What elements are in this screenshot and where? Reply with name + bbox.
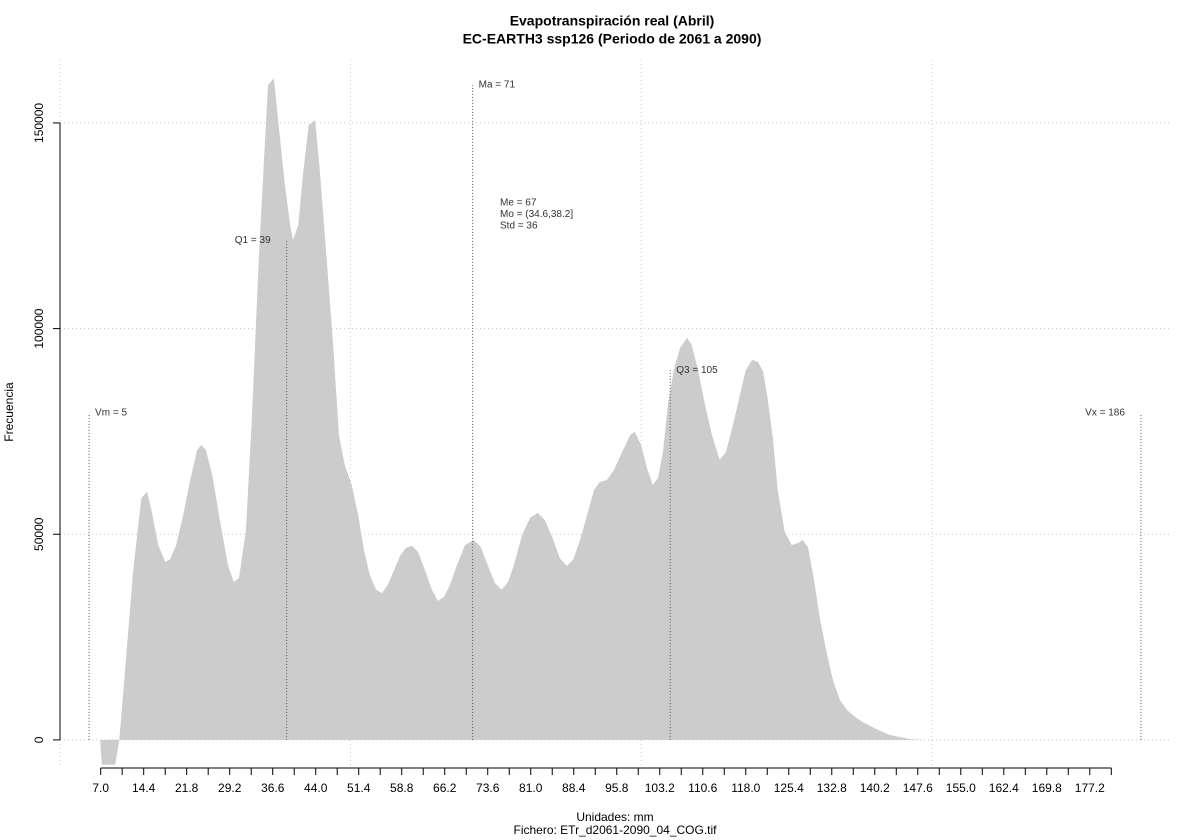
x-tick-label: 81.0 bbox=[519, 781, 543, 795]
x-tick-label: 95.8 bbox=[605, 781, 629, 795]
marker-label: Q3 = 105 bbox=[676, 365, 718, 376]
x-tick-label: 169.8 bbox=[1032, 781, 1062, 795]
x-axis-label: Unidades: mm bbox=[576, 810, 653, 824]
y-axis-label: Frecuencia bbox=[2, 382, 16, 442]
y-tick-label: 50000 bbox=[32, 517, 46, 551]
density-area bbox=[100, 78, 1129, 765]
x-tick-label: 88.4 bbox=[562, 781, 586, 795]
stat-label: Me = 67 bbox=[500, 198, 537, 209]
x-tick-label: 125.4 bbox=[774, 781, 804, 795]
x-tick-label: 73.6 bbox=[476, 781, 500, 795]
y-tick-label: 100000 bbox=[32, 308, 46, 348]
x-tick-label: 14.4 bbox=[132, 781, 156, 795]
x-tick-label: 132.8 bbox=[817, 781, 847, 795]
x-tick-label: 147.6 bbox=[903, 781, 933, 795]
caption: Fichero: ETr_d2061-2090_04_COG.tif bbox=[514, 823, 718, 837]
chart-title: Evapotranspiración real (Abril) bbox=[510, 13, 715, 29]
y-tick-label: 150000 bbox=[32, 103, 46, 143]
x-tick-label: 58.8 bbox=[390, 781, 414, 795]
chart-subtitle: EC-EARTH3 ssp126 (Periodo de 2061 a 2090… bbox=[463, 31, 762, 47]
marker-label: Vm = 5 bbox=[95, 408, 127, 419]
x-tick-label: 44.0 bbox=[304, 781, 328, 795]
x-tick-label: 66.2 bbox=[433, 781, 457, 795]
x-tick-label: 155.0 bbox=[946, 781, 976, 795]
stat-label: Mo = (34.6,38.2] bbox=[500, 209, 573, 220]
marker-label: Vx = 186 bbox=[1085, 408, 1125, 419]
x-tick-label: 51.4 bbox=[347, 781, 371, 795]
marker-label: Q1 = 39 bbox=[235, 235, 271, 246]
x-tick-label: 36.6 bbox=[261, 781, 285, 795]
x-tick-label: 7.0 bbox=[92, 781, 109, 795]
stat-label: Std = 36 bbox=[500, 221, 538, 232]
x-tick-label: 21.8 bbox=[175, 781, 199, 795]
y-tick-label: 0 bbox=[32, 736, 46, 743]
x-tick-label: 162.4 bbox=[989, 781, 1019, 795]
x-tick-label: 110.6 bbox=[688, 781, 717, 795]
x-tick-label: 140.2 bbox=[860, 781, 890, 795]
x-tick-label: 29.2 bbox=[218, 781, 242, 795]
x-tick-label: 118.0 bbox=[731, 781, 760, 795]
x-tick-label: 103.2 bbox=[645, 781, 675, 795]
marker-label: Ma = 71 bbox=[479, 80, 516, 91]
x-tick-label: 177.2 bbox=[1075, 781, 1105, 795]
